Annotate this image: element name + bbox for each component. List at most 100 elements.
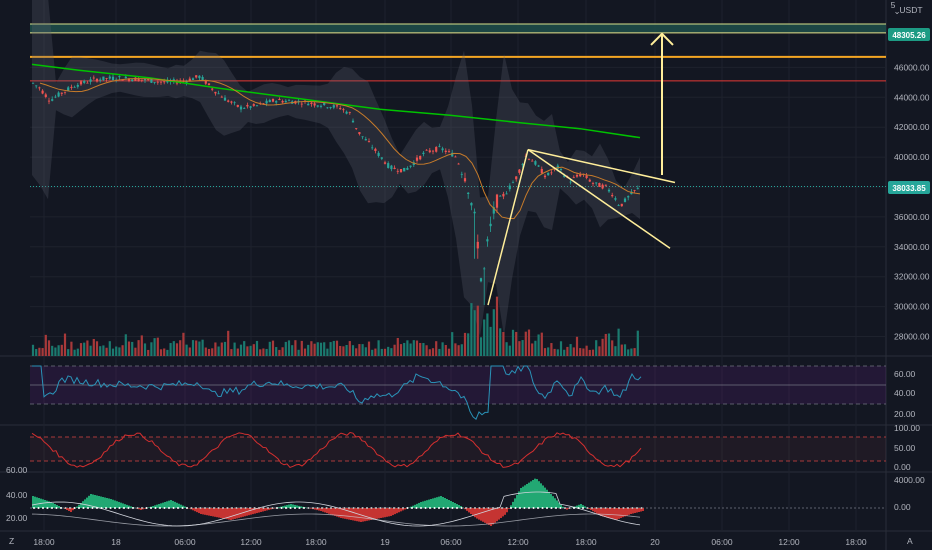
candle-body	[393, 167, 396, 169]
macd-hist-bar	[474, 508, 476, 518]
volume-bar	[361, 344, 364, 356]
candle-body	[575, 174, 579, 177]
macd-hist-bar	[166, 501, 168, 508]
candle-body	[396, 170, 399, 172]
macd-hist-bar	[630, 508, 632, 514]
macd-hist-bar	[114, 500, 116, 508]
volume-bar	[582, 348, 585, 356]
volume-bar	[495, 296, 499, 356]
macd-hist-bar	[514, 498, 516, 508]
macd-dot	[118, 507, 121, 509]
volume-bar	[291, 345, 294, 356]
macd-hist-bar	[348, 508, 350, 520]
candle-body	[217, 93, 220, 95]
macd-dot	[60, 507, 62, 509]
macd-dot	[577, 507, 580, 509]
macd-hist-bar	[128, 505, 130, 508]
macd-hist-bar	[232, 508, 234, 520]
macd-hist-bar	[120, 502, 122, 508]
volume-bar	[515, 331, 518, 356]
macd-hist-bar	[208, 508, 210, 516]
macd-hist-bar	[434, 497, 436, 508]
volume-bar	[572, 347, 575, 356]
macd-hist-bar	[398, 508, 400, 513]
candle-body	[243, 108, 246, 109]
candle-body	[191, 78, 195, 80]
macd-hist-bar	[634, 508, 636, 513]
macd-dot	[213, 507, 215, 509]
top-tick: 5	[891, 0, 896, 10]
volume-bar	[543, 348, 547, 356]
candle-body	[473, 211, 476, 214]
macd-hist-bar	[600, 508, 602, 516]
macd-hist-bar	[336, 508, 338, 517]
volume-bar	[217, 346, 220, 356]
macd-hist-bar	[412, 505, 414, 508]
macd-hist-bar	[576, 505, 578, 508]
time-tick-label: 18:00	[575, 537, 597, 547]
candle-body	[105, 78, 108, 79]
macd-hist-bar	[346, 508, 348, 520]
candle-body	[441, 148, 444, 151]
volume-bar	[201, 339, 204, 356]
macd-dot	[316, 507, 319, 509]
macd-hist-bar	[234, 508, 236, 519]
candle-body	[76, 84, 79, 87]
auto-scale-label[interactable]: A	[907, 536, 913, 546]
rsi-line	[32, 365, 642, 421]
macd-hist-bar	[440, 496, 442, 508]
macd-hist-bar	[290, 504, 292, 508]
candle-body	[102, 76, 105, 80]
volume-bar	[486, 313, 489, 356]
macd-dot	[244, 507, 247, 509]
macd-hist-bar	[262, 508, 264, 512]
macd-hist-bar	[496, 508, 498, 522]
macd-hist-bar	[420, 502, 422, 508]
macd-hist-bar	[68, 508, 70, 511]
candle-body	[387, 163, 390, 168]
volume-bar	[422, 343, 425, 356]
macd-hist-bar	[288, 504, 290, 508]
currency-label[interactable]: USDT	[899, 5, 922, 15]
macd-dot	[159, 507, 161, 509]
price-tick-label: 30000.00	[894, 302, 930, 312]
macd-hist-bar	[506, 508, 508, 513]
macd-dot	[537, 507, 539, 509]
macd-hist-bar	[320, 508, 322, 511]
macd-hist-bar	[364, 508, 366, 522]
macd-hist-bar	[562, 506, 564, 508]
volume-bar	[380, 348, 383, 356]
candle-body	[268, 100, 271, 103]
macd-hist-bar	[558, 502, 560, 508]
zoom-label[interactable]: Z	[9, 536, 14, 546]
volume-bar	[547, 347, 550, 356]
candle-body	[579, 174, 582, 177]
macd-hist-bar	[266, 508, 268, 511]
macd-hist-bar	[548, 491, 550, 508]
volume-bar	[447, 348, 451, 356]
price-tick-label: 46000.00	[894, 62, 930, 72]
macd-dot	[348, 507, 350, 509]
macd-dot	[91, 507, 94, 509]
volume-bar	[463, 332, 467, 356]
macd-hist-bar	[170, 500, 172, 508]
volume-bar	[227, 330, 230, 356]
macd-hist-bar	[500, 508, 502, 518]
macd-dot	[433, 507, 436, 509]
macd-dot	[294, 507, 296, 509]
macd-hist-bar	[502, 508, 504, 517]
volume-bar	[329, 342, 332, 356]
volume-bar	[300, 340, 303, 356]
macd-hist-bar	[94, 495, 96, 508]
macd-dot	[55, 507, 58, 509]
macd-hist-bar	[494, 508, 496, 523]
wedge-lower-line	[527, 149, 671, 249]
candle-body	[214, 91, 217, 94]
currency-chevron-icon[interactable]: ⌄	[893, 6, 900, 16]
macd-dot	[154, 507, 157, 509]
macd-hist-bar	[366, 508, 368, 521]
macd-dot	[636, 507, 638, 509]
macd-hist-bar	[486, 508, 488, 524]
macd-dot	[379, 507, 382, 509]
